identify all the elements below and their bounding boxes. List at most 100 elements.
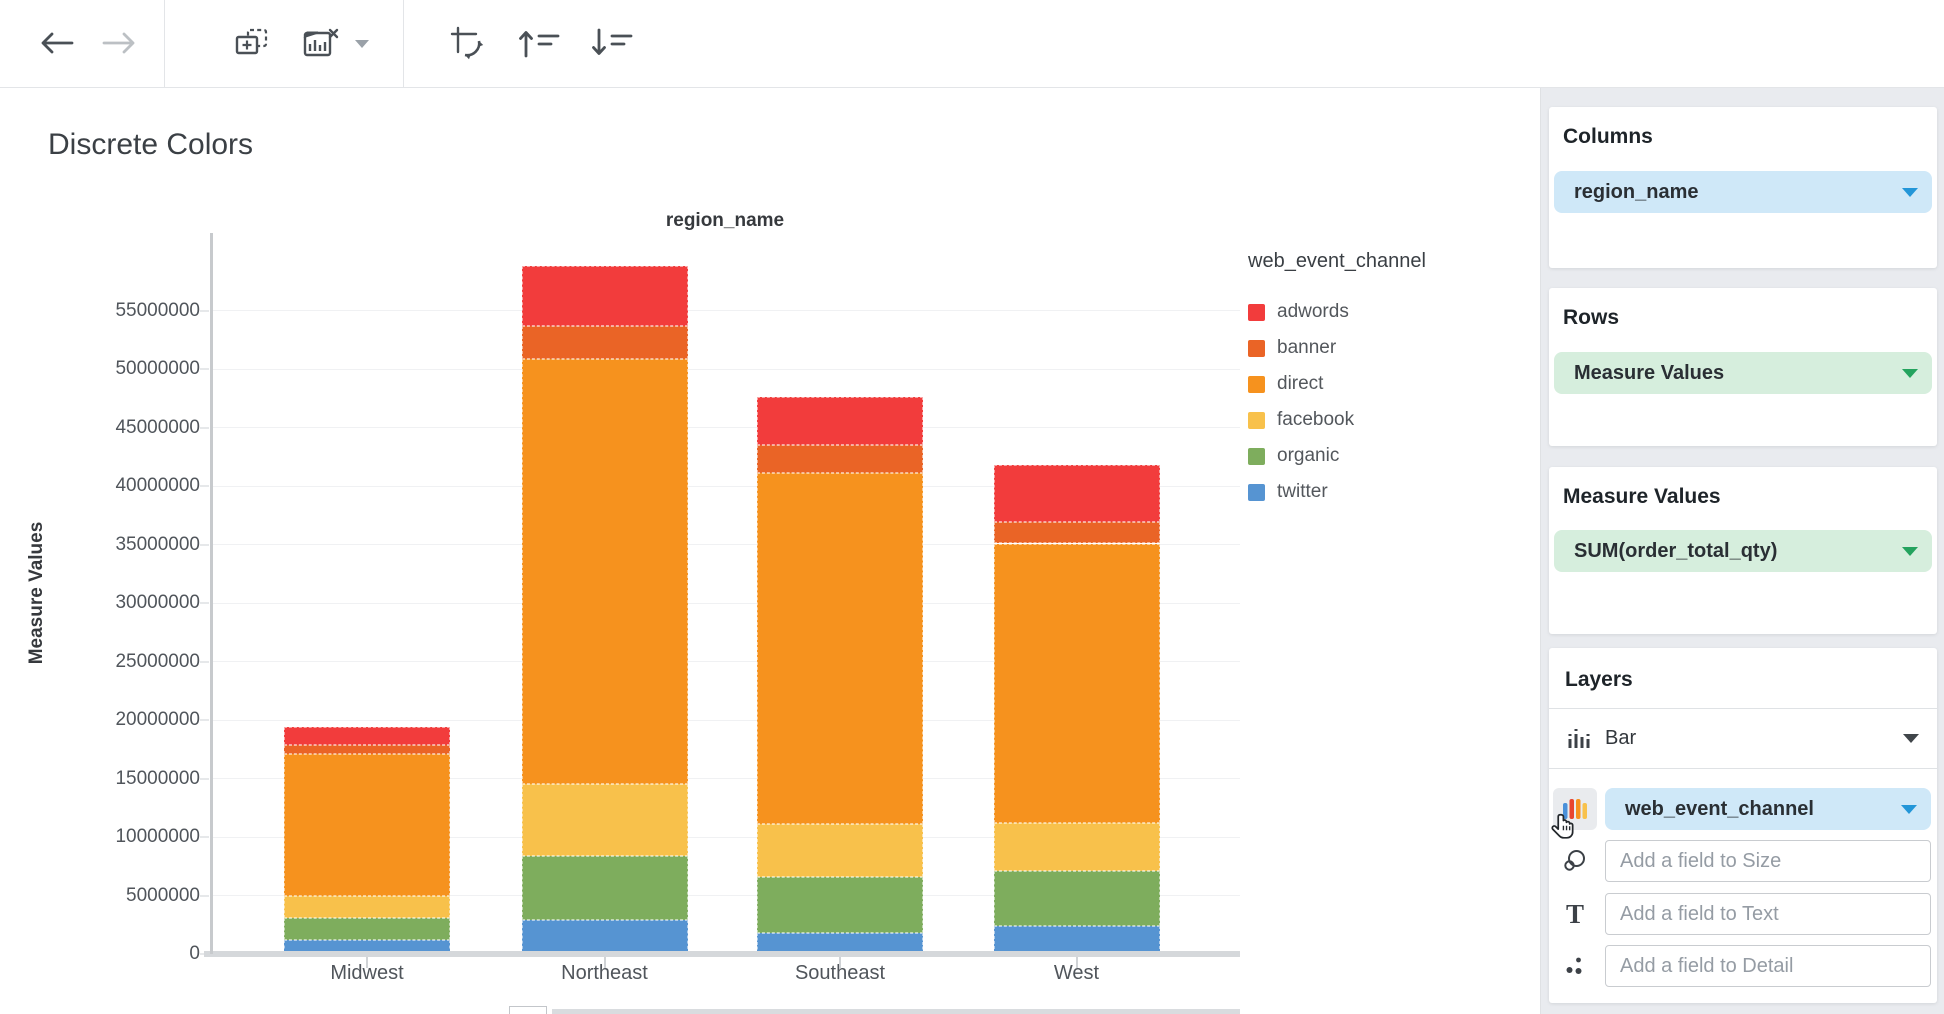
legend-swatch-icon: [1248, 375, 1265, 393]
x-axis-title: region_name: [665, 210, 785, 231]
legend-entry-direct[interactable]: direct: [1248, 366, 1426, 402]
swap-axes-button[interactable]: [443, 0, 491, 88]
chevron-down-icon[interactable]: [1902, 546, 1918, 556]
measure-values-section-label: Measure Values: [1563, 485, 1721, 508]
sort-descending-button[interactable]: [587, 0, 637, 88]
y-axis-line: [210, 233, 213, 954]
chevron-down-icon[interactable]: [1901, 804, 1917, 814]
gridline: [213, 602, 1240, 604]
legend-entry-organic[interactable]: organic: [1248, 438, 1426, 474]
bar-segment-twitter-northeast[interactable]: [521, 920, 688, 954]
y-tick-label: 30000000: [115, 592, 200, 614]
y-tick-mark: [200, 894, 209, 897]
gridline: [213, 836, 1240, 838]
y-tick-mark: [200, 368, 209, 371]
add-chart-button[interactable]: [226, 0, 278, 88]
bar-segment-twitter-southeast[interactable]: [757, 932, 923, 954]
forward-button[interactable]: [92, 0, 148, 88]
bar-segment-direct-west[interactable]: [993, 543, 1160, 823]
bar-segment-direct-midwest[interactable]: [284, 754, 450, 896]
bar-segment-organic-northeast[interactable]: [521, 855, 688, 921]
gridline: [213, 895, 1240, 897]
bar-segment-direct-northeast[interactable]: [521, 358, 688, 785]
bar-segment-organic-midwest[interactable]: [284, 917, 450, 940]
color-field-label: web_event_channel: [1625, 797, 1814, 820]
bar-segment-facebook-midwest[interactable]: [284, 895, 450, 918]
remove-chart-menu-button[interactable]: [348, 0, 376, 88]
legend-entry-adwords[interactable]: adwords: [1248, 294, 1426, 330]
bar-segment-direct-southeast[interactable]: [757, 473, 923, 825]
legend-swatch-icon: [1248, 483, 1265, 501]
legend-swatch-icon: [1248, 339, 1265, 357]
bar-segment-banner-southeast[interactable]: [757, 445, 923, 474]
bar-segment-banner-midwest[interactable]: [284, 744, 450, 754]
chevron-down-icon[interactable]: [1902, 368, 1918, 378]
y-tick-label: 10000000: [115, 826, 200, 848]
x-category-label: Southeast: [794, 962, 886, 984]
size-lasso-icon: [1549, 840, 1601, 882]
x-tick-mark: [366, 957, 368, 968]
y-tick-label: 50000000: [115, 358, 200, 380]
back-button[interactable]: [28, 0, 84, 88]
bar-segment-facebook-southeast[interactable]: [757, 824, 923, 877]
bar-segment-organic-southeast[interactable]: [757, 876, 923, 933]
sort-ascending-button[interactable]: [514, 0, 564, 88]
bar-segment-facebook-northeast[interactable]: [521, 784, 688, 856]
chevron-down-icon[interactable]: [1902, 187, 1918, 197]
detail-field-input[interactable]: [1605, 945, 1931, 987]
bar-segment-adwords-northeast[interactable]: [521, 266, 688, 326]
sort-descending-icon: [591, 28, 633, 61]
legend-swatch-icon: [1248, 411, 1265, 429]
bar-segment-adwords-midwest[interactable]: [284, 727, 450, 745]
bar-segment-adwords-west[interactable]: [993, 465, 1160, 523]
legend-entry-banner[interactable]: banner: [1248, 330, 1426, 366]
x-axis-baseline: [204, 951, 1240, 957]
y-tick-label: 45000000: [115, 416, 200, 438]
color-field-icon-button[interactable]: [1551, 788, 1597, 839]
toolbar: [0, 0, 1944, 88]
legend-label: direct: [1277, 373, 1324, 394]
gridline: [213, 310, 1240, 312]
bar-segment-organic-west[interactable]: [993, 870, 1160, 926]
legend-entry-twitter[interactable]: twitter: [1248, 474, 1426, 510]
x-tick-mark: [603, 957, 606, 968]
bar-segment-twitter-midwest[interactable]: [284, 939, 450, 954]
measure-values-field-label: SUM(order_total_qty): [1574, 539, 1778, 562]
bar-segment-banner-west[interactable]: [993, 522, 1160, 544]
y-tick-label: 0: [189, 943, 200, 964]
color-field-pill[interactable]: web_event_channel: [1605, 788, 1931, 830]
size-field-input[interactable]: [1605, 840, 1931, 882]
toolbar-separator: [164, 0, 165, 88]
x-category-label: West: [1053, 962, 1100, 984]
columns-field-pill[interactable]: region_name: [1554, 171, 1932, 213]
legend-swatch-icon: [1248, 447, 1265, 465]
x-category-label: Northeast: [561, 962, 648, 984]
config-sidebar: Columns region_name Rows Measure Values …: [1540, 88, 1944, 1014]
legend-label: banner: [1277, 337, 1337, 358]
legend-label: organic: [1277, 445, 1340, 466]
remove-chart-button[interactable]: [296, 0, 346, 88]
bar-segment-banner-northeast[interactable]: [521, 325, 688, 359]
legend-label: adwords: [1277, 301, 1349, 322]
text-field-icon: T: [1565, 898, 1584, 929]
bar-segment-twitter-west[interactable]: [993, 925, 1160, 954]
rows-field-label: Measure Values: [1574, 361, 1725, 384]
layer-type-row[interactable]: Bar: [1549, 709, 1937, 768]
text-field-input[interactable]: [1605, 893, 1931, 935]
measure-values-field-pill[interactable]: SUM(order_total_qty): [1554, 530, 1932, 572]
remove-chart-icon: [303, 28, 339, 61]
gridline: [213, 719, 1240, 721]
bar-segment-adwords-southeast[interactable]: [757, 397, 923, 446]
scroll-fragment-box: [509, 1006, 547, 1014]
swap-axes-icon: [449, 25, 485, 64]
y-tick-mark: [200, 485, 209, 488]
chevron-down-icon[interactable]: [1903, 734, 1919, 743]
legend-entry-facebook[interactable]: facebook: [1248, 402, 1426, 438]
gridline: [213, 661, 1240, 663]
bar-segment-facebook-west[interactable]: [993, 823, 1160, 871]
divider: [1549, 708, 1937, 709]
y-tick-label: 25000000: [115, 650, 200, 672]
rows-field-pill[interactable]: Measure Values: [1554, 352, 1932, 394]
divider: [1549, 768, 1937, 769]
